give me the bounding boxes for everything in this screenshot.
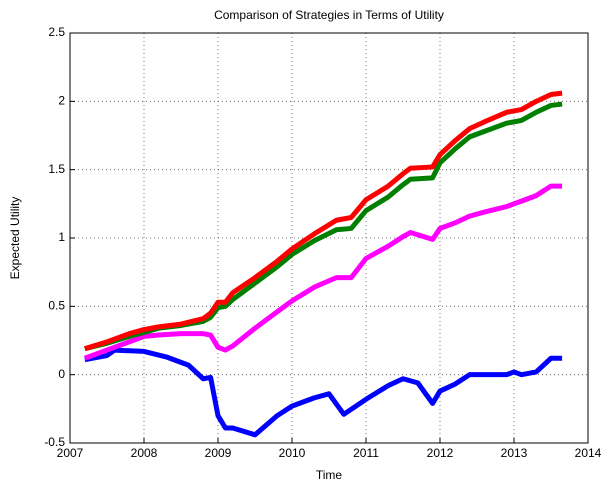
y-tick-label: 1.5: [48, 162, 65, 176]
y-tick-label: 1: [58, 230, 65, 244]
x-tick-label: 2012: [427, 446, 454, 460]
series-line: [84, 90, 563, 352]
x-tick-label: 2010: [279, 446, 306, 460]
x-tick-label: 2011: [353, 446, 379, 460]
x-tick-label: 2013: [501, 446, 528, 460]
x-tick-label: 2014: [575, 446, 602, 460]
series-line: [83, 183, 563, 361]
chart-title: Comparison of Strategies in Terms of Uti…: [214, 8, 444, 22]
x-tick-label: 2009: [205, 446, 232, 460]
x-axis-label: Time: [316, 468, 343, 482]
x-tick-label: 2008: [131, 446, 158, 460]
x-tick-label: 2007: [57, 446, 84, 460]
y-tick-label: 0.5: [48, 299, 65, 313]
y-tick-label: -0.5: [44, 435, 65, 449]
series-line: [84, 347, 563, 438]
y-axis-label: Expected Utility: [8, 197, 22, 280]
y-tick-label: 2: [58, 94, 65, 108]
plot-frame: [69, 32, 589, 444]
y-tick-label: 0: [58, 367, 65, 381]
y-tick-label: 2.5: [48, 25, 65, 39]
